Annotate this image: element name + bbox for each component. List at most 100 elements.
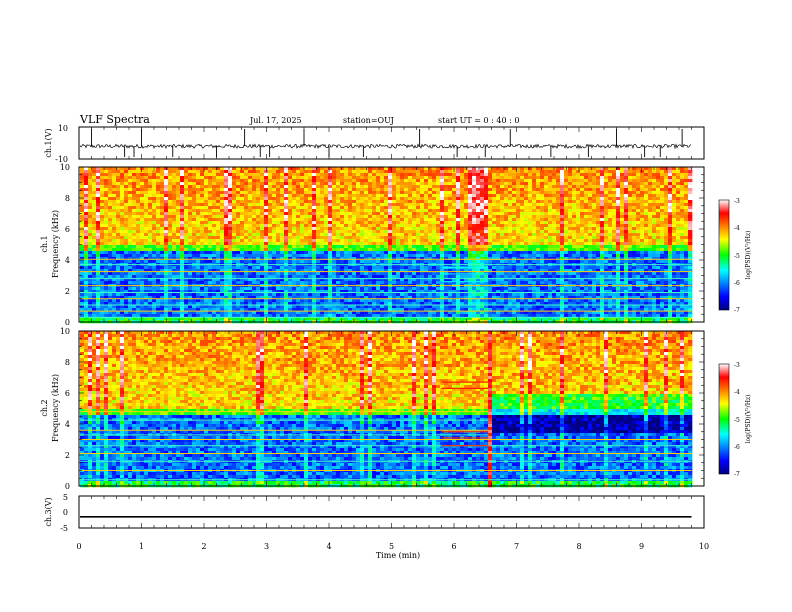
spectrogram-cell bbox=[372, 230, 377, 234]
spectrogram-cell bbox=[388, 266, 393, 270]
spectrogram-cell bbox=[140, 302, 145, 306]
spectrogram-cell bbox=[192, 227, 197, 231]
spectrogram-cell bbox=[168, 173, 173, 177]
spectrogram-cell bbox=[372, 203, 377, 207]
spectrogram-cell bbox=[88, 230, 93, 234]
spectrogram-cell bbox=[300, 248, 305, 252]
spectrogram-cell bbox=[320, 209, 325, 213]
spectrogram-cell bbox=[116, 188, 121, 192]
spectrogram-cell bbox=[424, 200, 429, 204]
spectrogram-cell bbox=[184, 311, 189, 315]
spectrogram-cell bbox=[292, 224, 297, 228]
spectrogram-cell bbox=[100, 272, 105, 276]
spectrogram-cell bbox=[260, 236, 265, 240]
spectrogram-cell bbox=[160, 203, 165, 207]
spectrogram-cell bbox=[92, 215, 97, 219]
spectrogram-cell bbox=[144, 275, 149, 279]
spectrogram-cell bbox=[176, 170, 181, 174]
spectrogram-cell bbox=[124, 188, 129, 192]
spectrogram-cell bbox=[288, 182, 293, 186]
spectrogram-cell bbox=[292, 209, 297, 213]
spectrogram-cell bbox=[440, 221, 445, 225]
spectrogram-cell bbox=[304, 167, 309, 171]
spectrogram-cell bbox=[228, 224, 233, 228]
spectrogram-cell bbox=[192, 182, 197, 186]
spectrogram-cell bbox=[344, 311, 349, 315]
spectrogram-cell bbox=[224, 188, 229, 192]
spectrogram-cell bbox=[268, 266, 273, 270]
spectrogram-cell bbox=[296, 239, 301, 243]
spectrogram-cell bbox=[112, 266, 117, 270]
spectrogram-cell bbox=[432, 245, 437, 249]
spectrogram-cell bbox=[444, 248, 449, 252]
spectrogram-cell bbox=[80, 179, 85, 183]
spectrogram-cell bbox=[216, 182, 221, 186]
spectrogram-cell bbox=[192, 272, 197, 276]
spectrogram-cell bbox=[88, 227, 93, 231]
spectrogram-cell bbox=[88, 173, 93, 177]
spectrogram-cell bbox=[348, 254, 353, 258]
spectrogram-cell bbox=[84, 194, 89, 198]
spectrogram-cell bbox=[172, 257, 177, 261]
spectrogram-cell bbox=[356, 179, 361, 183]
spectrogram-cell bbox=[332, 275, 337, 279]
spectrogram-cell bbox=[432, 254, 437, 258]
spectrogram-cell bbox=[208, 305, 213, 309]
spectrogram-cell bbox=[424, 290, 429, 294]
spectrogram-cell bbox=[168, 206, 173, 210]
spectrogram-cell bbox=[80, 254, 85, 258]
spectrogram-cell bbox=[384, 215, 389, 219]
spectrogram-cell bbox=[396, 230, 401, 234]
spectrogram-cell bbox=[224, 206, 229, 210]
spectrogram-cell bbox=[132, 245, 137, 249]
spectrogram-cell bbox=[416, 275, 421, 279]
spectrogram-cell bbox=[404, 236, 409, 240]
spectrogram-cell bbox=[444, 221, 449, 225]
spectrogram-cell bbox=[204, 203, 209, 207]
spectrogram-cell bbox=[84, 182, 89, 186]
spectrogram-cell bbox=[416, 227, 421, 231]
spectrogram-cell bbox=[448, 314, 453, 318]
spectrogram-cell bbox=[372, 311, 377, 315]
spectrogram-cell bbox=[408, 266, 413, 270]
spectrogram-cell bbox=[184, 278, 189, 282]
spectrogram-cell bbox=[304, 251, 309, 255]
spectrogram-cell bbox=[216, 302, 221, 306]
spectrogram-cell bbox=[300, 242, 305, 246]
spectrogram-cell bbox=[164, 299, 169, 303]
spectrogram-cell bbox=[140, 242, 145, 246]
spectrogram-cell bbox=[176, 254, 181, 258]
spectrogram-cell bbox=[316, 182, 321, 186]
spectrogram-cell bbox=[96, 317, 101, 321]
spectrogram-cell bbox=[96, 266, 101, 270]
spectrogram-cell bbox=[400, 224, 405, 228]
spectrogram-cell bbox=[104, 311, 109, 315]
spectrogram-cell bbox=[168, 176, 173, 180]
spectrogram-cell bbox=[408, 302, 413, 306]
spectrogram-cell bbox=[112, 170, 117, 174]
spectrogram-cell bbox=[288, 248, 293, 252]
spectrogram-cell bbox=[116, 281, 121, 285]
spectrogram-cell bbox=[440, 233, 445, 237]
spectrogram-cell bbox=[392, 182, 397, 186]
spectrogram-cell bbox=[140, 281, 145, 285]
spectrogram-cell bbox=[156, 251, 161, 255]
spectrogram-cell bbox=[172, 290, 177, 294]
spectrogram-cell bbox=[344, 236, 349, 240]
spectrogram-cell bbox=[164, 179, 169, 183]
spectrogram-cell bbox=[244, 290, 249, 294]
spectrogram-cell bbox=[344, 224, 349, 228]
spectrogram-cell bbox=[356, 287, 361, 291]
spectrogram-cell bbox=[212, 275, 217, 279]
spectrogram-cell bbox=[356, 203, 361, 207]
spectrogram-cell bbox=[344, 245, 349, 249]
spectrogram-cell bbox=[256, 257, 261, 261]
spectrogram-cell bbox=[348, 239, 353, 243]
spectrogram-cell bbox=[244, 179, 249, 183]
spectrogram-cell bbox=[264, 224, 269, 228]
spectrogram-cell bbox=[124, 281, 129, 285]
spectrogram-cell bbox=[444, 239, 449, 243]
spectrogram-cell bbox=[112, 302, 117, 306]
spectrogram-cell bbox=[116, 209, 121, 213]
spectrogram-cell bbox=[440, 287, 445, 291]
